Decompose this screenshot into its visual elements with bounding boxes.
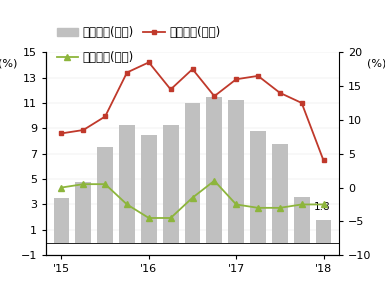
Bar	[272, 144, 288, 242]
Bar	[206, 97, 222, 242]
Bar	[97, 147, 113, 242]
Bar	[119, 124, 135, 242]
Bar	[316, 220, 331, 242]
Bar	[54, 198, 69, 242]
Bar	[250, 131, 266, 242]
Text: 1.8: 1.8	[314, 202, 330, 212]
Bar	[228, 100, 244, 242]
Bar	[185, 103, 200, 242]
Bar	[294, 197, 310, 242]
Bar	[75, 182, 91, 242]
Bar	[163, 124, 179, 242]
Legend: 토목건설(우축): 토목건설(우축)	[52, 46, 139, 68]
Text: (%): (%)	[0, 58, 18, 68]
Text: (%): (%)	[367, 58, 385, 68]
Bar	[141, 135, 157, 242]
